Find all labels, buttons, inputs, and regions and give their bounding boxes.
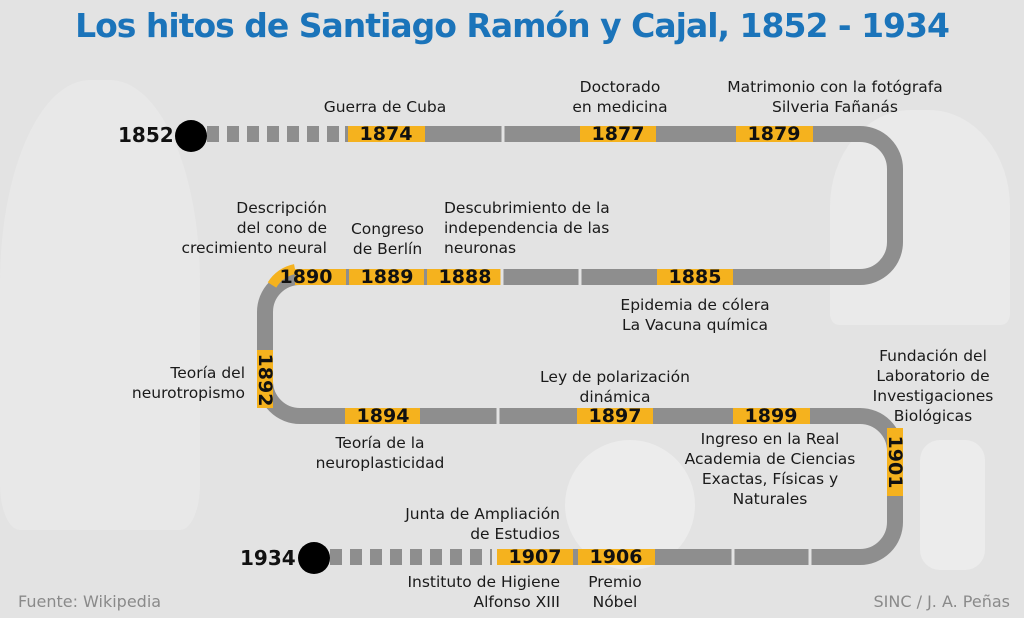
year-1899: 1899 xyxy=(744,405,798,427)
highlight-1899 xyxy=(733,408,810,424)
label-1874: Guerra de Cuba xyxy=(323,98,447,116)
nobel-medal-image xyxy=(565,440,695,570)
end-dot xyxy=(298,542,330,574)
highlight-1885 xyxy=(657,269,733,285)
year-1889: 1889 xyxy=(360,266,414,288)
label-1892: Teoría del neurotropismo xyxy=(131,364,245,402)
year-1897: 1897 xyxy=(588,405,642,427)
label-1877: Doctorado en medicina xyxy=(572,78,668,116)
highlight-1897 xyxy=(577,408,653,424)
label-1890: Descripción del cono de crecimiento neur… xyxy=(181,199,327,257)
highlight-1888 xyxy=(427,269,502,285)
page-title: Los hitos de Santiago Ramón y Cajal, 185… xyxy=(75,6,950,45)
highlight-1879 xyxy=(736,126,813,142)
year-1901: 1901 xyxy=(884,435,906,489)
label-1901: Fundación del Laboratorio de Investigaci… xyxy=(872,347,994,425)
source-note: Fuente: Wikipedia xyxy=(18,592,162,611)
start-dot xyxy=(175,120,207,152)
end-year: 1934 xyxy=(240,546,296,570)
highlight-1874 xyxy=(348,126,425,142)
label-1907-above: Junta de Ampliación de Estudios xyxy=(405,505,560,543)
portrait-silveria-image xyxy=(830,110,1010,325)
label-1897: Ley de polarización dinámica xyxy=(540,368,690,406)
highlight-1889 xyxy=(349,269,424,285)
credit-note: SINC / J. A. Peñas xyxy=(873,592,1010,611)
label-1906: Premio Nóbel xyxy=(588,573,642,611)
highlight-1907 xyxy=(497,549,573,565)
year-1874: 1874 xyxy=(359,123,413,145)
year-1879: 1879 xyxy=(747,123,801,145)
microscope-image xyxy=(920,440,985,570)
year-1885: 1885 xyxy=(668,266,722,288)
year-1890: 1890 xyxy=(279,266,333,288)
year-1906: 1906 xyxy=(589,546,643,568)
highlight-1877 xyxy=(580,126,656,142)
highlight-1890 xyxy=(295,269,346,285)
year-1888: 1888 xyxy=(438,266,492,288)
label-1885: Epidemia de cólera La Vacuna química xyxy=(620,296,770,334)
label-1907-below: Instituto de Higiene Alfonso XIII xyxy=(407,573,560,611)
year-1907: 1907 xyxy=(508,546,562,568)
label-1879: Matrimonio con la fotógrafa Silveria Fañ… xyxy=(727,78,943,116)
highlight-1901 xyxy=(887,428,903,496)
portrait-cajal-image xyxy=(0,80,200,530)
year-1892: 1892 xyxy=(254,353,276,407)
label-1894: Teoría de la neuroplasticidad xyxy=(315,434,445,472)
start-year: 1852 xyxy=(118,123,174,147)
label-1888: Descubrimiento de la independencia de la… xyxy=(444,199,610,257)
year-1877: 1877 xyxy=(591,123,645,145)
year-1894: 1894 xyxy=(356,405,410,427)
highlight-1892 xyxy=(257,350,273,408)
highlight-1894 xyxy=(345,408,420,424)
track-path xyxy=(257,126,903,565)
label-1889: Congreso de Berlín xyxy=(350,220,425,258)
label-1899: Ingreso en la Real Academia de Ciencias … xyxy=(684,430,856,508)
highlight-1906 xyxy=(578,549,655,565)
